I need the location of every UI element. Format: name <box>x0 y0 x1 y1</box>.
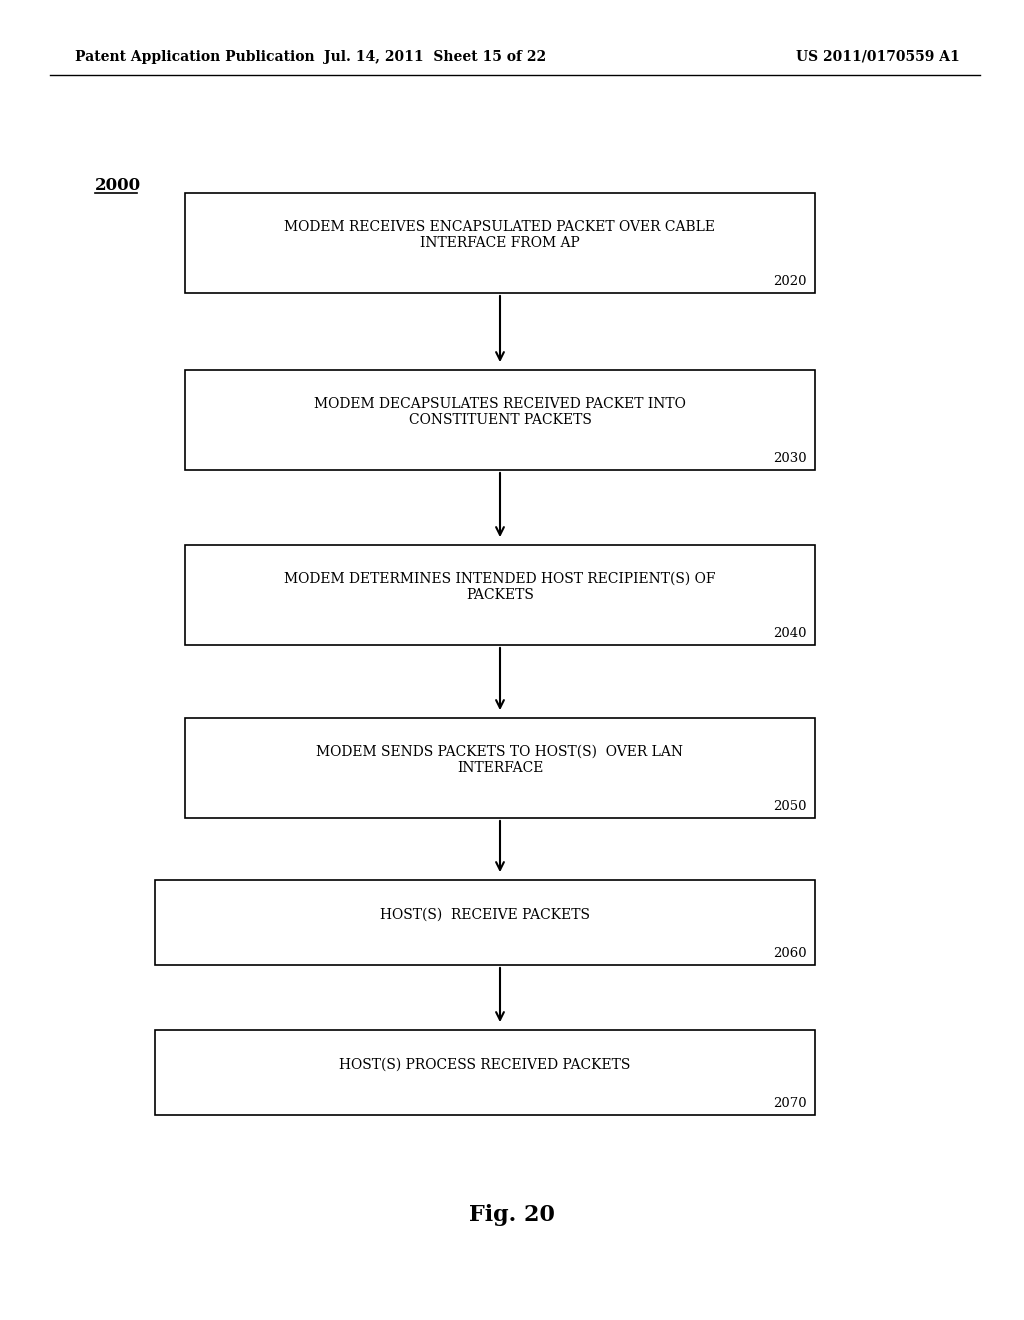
Bar <box>155 1030 815 1115</box>
Text: MODEM SENDS PACKETS TO HOST(S)  OVER LAN
INTERFACE: MODEM SENDS PACKETS TO HOST(S) OVER LAN … <box>316 744 683 775</box>
Text: HOST(S)  RECEIVE PACKETS: HOST(S) RECEIVE PACKETS <box>380 908 590 921</box>
Text: Patent Application Publication: Patent Application Publication <box>75 50 314 63</box>
Bar <box>185 370 815 470</box>
Text: 2000: 2000 <box>95 177 141 194</box>
Bar <box>155 880 815 965</box>
Text: 2040: 2040 <box>773 627 807 640</box>
Text: MODEM DECAPSULATES RECEIVED PACKET INTO
CONSTITUENT PACKETS: MODEM DECAPSULATES RECEIVED PACKET INTO … <box>314 397 686 428</box>
Text: Jul. 14, 2011  Sheet 15 of 22: Jul. 14, 2011 Sheet 15 of 22 <box>324 50 546 63</box>
Text: 2070: 2070 <box>773 1097 807 1110</box>
Text: MODEM RECEIVES ENCAPSULATED PACKET OVER CABLE
INTERFACE FROM AP: MODEM RECEIVES ENCAPSULATED PACKET OVER … <box>285 220 716 249</box>
Text: MODEM DETERMINES INTENDED HOST RECIPIENT(S) OF
PACKETS: MODEM DETERMINES INTENDED HOST RECIPIENT… <box>285 572 716 602</box>
Text: US 2011/0170559 A1: US 2011/0170559 A1 <box>797 50 961 63</box>
Text: 2030: 2030 <box>773 451 807 465</box>
Text: Fig. 20: Fig. 20 <box>469 1204 555 1226</box>
Bar <box>185 545 815 645</box>
Text: 2060: 2060 <box>773 946 807 960</box>
Text: HOST(S) PROCESS RECEIVED PACKETS: HOST(S) PROCESS RECEIVED PACKETS <box>339 1057 631 1072</box>
Bar <box>185 193 815 293</box>
Bar <box>185 718 815 818</box>
Text: 2020: 2020 <box>773 275 807 288</box>
Text: 2050: 2050 <box>773 800 807 813</box>
